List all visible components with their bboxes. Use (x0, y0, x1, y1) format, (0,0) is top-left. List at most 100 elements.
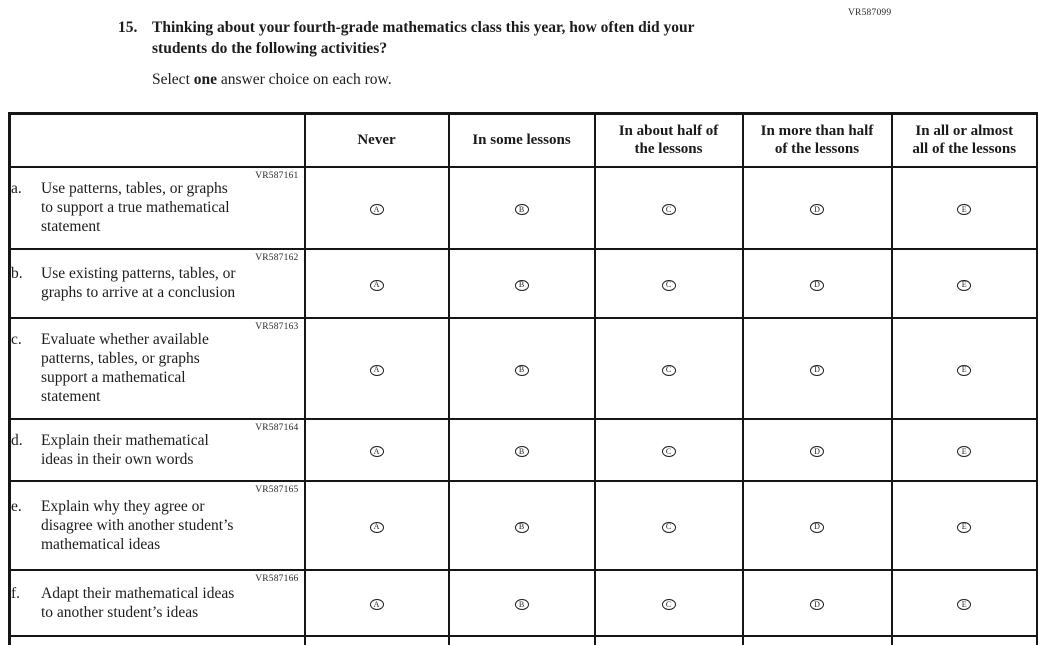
item-text: Adapt their mathematical ideas to anothe… (41, 584, 235, 621)
answer-cell: A (303, 417, 450, 482)
answer-bubble-d[interactable]: D (810, 204, 824, 215)
item-text: Explain why they agree or disagree with … (41, 497, 234, 553)
answer-cell: C (593, 417, 744, 482)
answer-bubble-b[interactable]: B (514, 204, 529, 215)
answer-bubble-d[interactable]: D (810, 521, 824, 533)
column-header-some-lessons: In some lessons (447, 112, 596, 168)
column-header-more-than-half: In more than half of the lessons (741, 112, 893, 168)
answer-cell: E (890, 568, 1038, 637)
instruction-prefix: Select (152, 71, 194, 88)
table-row-partial (8, 634, 1038, 645)
answer-cell: E (890, 316, 1038, 420)
item-letter: f. (11, 584, 21, 602)
item-letter: c. (11, 331, 22, 348)
answer-bubble-b[interactable]: B (514, 446, 529, 457)
table-row-c: VR587163 c. Evaluate whether available p… (8, 316, 1038, 420)
answer-bubble-d[interactable]: D (810, 599, 824, 610)
answer-bubble-c[interactable]: C (661, 279, 676, 291)
answer-cell: B (447, 316, 596, 420)
answer-cell: E (890, 247, 1038, 319)
column-header-never: Never (303, 112, 450, 168)
item-cell-d: VR587164 d. Explain their mathematical i… (8, 417, 306, 482)
partial-row-cell (741, 634, 893, 645)
answer-bubble-d[interactable]: D (810, 364, 824, 376)
partial-row-cell (593, 634, 744, 645)
answer-cell: D (741, 479, 893, 571)
item-letter: b. (11, 265, 23, 282)
question-number: 15. (118, 19, 138, 36)
instruction-bold-word: one (193, 71, 217, 88)
answer-cell: B (447, 247, 596, 319)
item-cell-c: VR587163 c. Evaluate whether available p… (8, 316, 306, 420)
answer-bubble-b[interactable]: B (514, 599, 529, 610)
answer-bubble-b[interactable]: B (514, 364, 529, 376)
answer-bubble-c[interactable]: C (661, 599, 676, 610)
answer-cell: C (593, 247, 744, 319)
answer-cell: A (303, 247, 450, 319)
item-letter: d. (11, 431, 23, 449)
answer-cell: D (741, 417, 893, 482)
answer-bubble-b[interactable]: B (514, 279, 529, 291)
answer-cell: D (741, 247, 893, 319)
item-code: VR587166 (255, 573, 299, 584)
answer-bubble-a[interactable]: A (369, 279, 384, 291)
answer-bubble-a[interactable]: A (369, 521, 384, 533)
answer-bubble-c[interactable]: C (661, 364, 676, 376)
answer-cell: B (447, 417, 596, 482)
answer-cell: D (741, 316, 893, 420)
header-row: Never In some lessons In about half of t… (8, 112, 1038, 168)
partial-row-cell (303, 634, 450, 645)
item-text: Use patterns, tables, or graphs to suppo… (41, 180, 230, 235)
frequency-matrix-container: Never In some lessons In about half of t… (8, 112, 1038, 645)
item-letter: a. (11, 180, 22, 197)
answer-bubble-a[interactable]: A (369, 364, 384, 376)
answer-cell: A (303, 316, 450, 420)
answer-cell: B (447, 479, 596, 571)
column-header-all-lessons: In all or almost all of the lessons (890, 112, 1038, 168)
frequency-matrix-table: Never In some lessons In about half of t… (8, 112, 1038, 645)
answer-bubble-e[interactable]: E (957, 521, 972, 533)
answer-bubble-e[interactable]: E (957, 446, 972, 457)
item-cell-a: VR587161 a. Use patterns, tables, or gra… (8, 165, 306, 250)
answer-cell: B (447, 568, 596, 637)
answer-cell: C (593, 316, 744, 420)
table-row-d: VR587164 d. Explain their mathematical i… (8, 417, 1038, 482)
answer-bubble-c[interactable]: C (661, 446, 676, 457)
answer-bubble-e[interactable]: E (957, 364, 972, 376)
answer-bubble-d[interactable]: D (810, 446, 824, 457)
item-letter: e. (11, 497, 22, 515)
table-row-e: VR587165 e. Explain why they agree or di… (8, 479, 1038, 571)
answer-bubble-d[interactable]: D (810, 279, 824, 291)
instruction-suffix: answer choice on each row. (217, 71, 392, 88)
answer-cell: C (593, 568, 744, 637)
answer-bubble-a[interactable]: A (369, 204, 384, 215)
question-block: 15. Thinking about your fourth-grade mat… (118, 17, 695, 90)
partial-row-cell (890, 634, 1038, 645)
answer-bubble-e[interactable]: E (957, 204, 972, 215)
answer-cell: C (593, 479, 744, 571)
answer-cell: D (741, 568, 893, 637)
answer-bubble-b[interactable]: B (514, 521, 529, 533)
question-text: Thinking about your fourth-grade mathema… (152, 19, 695, 57)
answer-bubble-c[interactable]: C (661, 204, 676, 215)
answer-bubble-c[interactable]: C (661, 521, 676, 533)
table-row-f: VR587166 f. Adapt their mathematical ide… (8, 568, 1038, 637)
answer-bubble-e[interactable]: E (957, 279, 972, 291)
answer-bubble-a[interactable]: A (369, 446, 384, 457)
table-row-a: VR587161 a. Use patterns, tables, or gra… (8, 165, 1038, 250)
partial-row-cell (8, 634, 306, 645)
item-cell-f: VR587166 f. Adapt their mathematical ide… (8, 568, 306, 637)
answer-bubble-a[interactable]: A (369, 599, 384, 610)
item-code: VR587165 (255, 484, 299, 495)
answer-cell: A (303, 479, 450, 571)
form-page-code: VR587099 (848, 8, 892, 18)
item-code: VR587161 (255, 170, 299, 181)
answer-cell: A (303, 165, 450, 250)
item-cell-e: VR587165 e. Explain why they agree or di… (8, 479, 306, 571)
answer-cell: A (303, 568, 450, 637)
question-instruction: Select one answer choice on each row. (152, 70, 695, 90)
answer-bubble-e[interactable]: E (957, 599, 972, 610)
answer-cell: E (890, 165, 1038, 250)
corner-cell (8, 112, 306, 168)
answer-cell: C (593, 165, 744, 250)
